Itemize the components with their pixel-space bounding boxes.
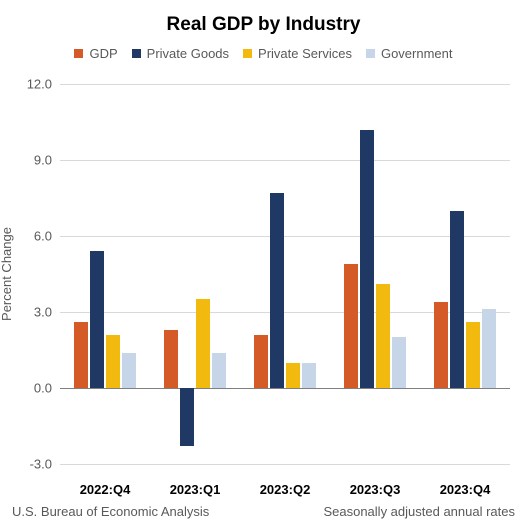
y-tick-label: 9.0 (34, 153, 60, 168)
chart-container: Real GDP by Industry GDP Private Goods Pri… (0, 0, 527, 529)
legend-label: Private Services (258, 46, 352, 61)
x-tick-label: 2022:Q4 (80, 482, 131, 497)
bar (164, 330, 178, 388)
bar (434, 302, 448, 388)
gridline (60, 84, 510, 85)
x-tick-label: 2023:Q4 (440, 482, 491, 497)
chart-title: Real GDP by Industry (0, 14, 527, 36)
y-tick-label: 0.0 (34, 381, 60, 396)
bar (90, 251, 104, 388)
legend-item: Private Goods (132, 46, 229, 61)
legend-swatch (366, 49, 375, 58)
footer-note: Seasonally adjusted annual rates (323, 504, 515, 519)
gridline (60, 236, 510, 237)
legend-item: Government (366, 46, 453, 61)
bar (482, 309, 496, 388)
legend-label: Government (381, 46, 453, 61)
legend-swatch (74, 49, 83, 58)
gridline (60, 464, 510, 465)
x-tick-label: 2023:Q2 (260, 482, 311, 497)
y-tick-label: -3.0 (30, 457, 60, 472)
y-axis-label: Percent Change (0, 227, 14, 321)
legend-item: Private Services (243, 46, 352, 61)
bar (270, 193, 284, 388)
legend-label: Private Goods (147, 46, 229, 61)
x-tick-label: 2023:Q1 (170, 482, 221, 497)
bar (180, 388, 194, 446)
x-tick-label: 2023:Q3 (350, 482, 401, 497)
bar (360, 130, 374, 388)
footer-source: U.S. Bureau of Economic Analysis (12, 504, 209, 519)
bar (286, 363, 300, 388)
bar (466, 322, 480, 388)
bar (344, 264, 358, 388)
zero-line (60, 388, 510, 389)
bar (106, 335, 120, 388)
bar (196, 299, 210, 388)
bar (254, 335, 268, 388)
legend-item: GDP (74, 46, 117, 61)
legend-swatch (243, 49, 252, 58)
bar (212, 353, 226, 388)
plot-area: -3.00.03.06.09.012.02022:Q42023:Q12023:Q… (60, 84, 510, 464)
bar (392, 337, 406, 388)
bar (302, 363, 316, 388)
bar (74, 322, 88, 388)
bar (122, 353, 136, 388)
legend-swatch (132, 49, 141, 58)
legend-label: GDP (89, 46, 117, 61)
y-tick-label: 12.0 (27, 77, 60, 92)
bar (376, 284, 390, 388)
gridline (60, 160, 510, 161)
bar (450, 211, 464, 388)
y-tick-label: 6.0 (34, 229, 60, 244)
legend: GDP Private Goods Private Services Governme… (0, 46, 527, 61)
y-tick-label: 3.0 (34, 305, 60, 320)
